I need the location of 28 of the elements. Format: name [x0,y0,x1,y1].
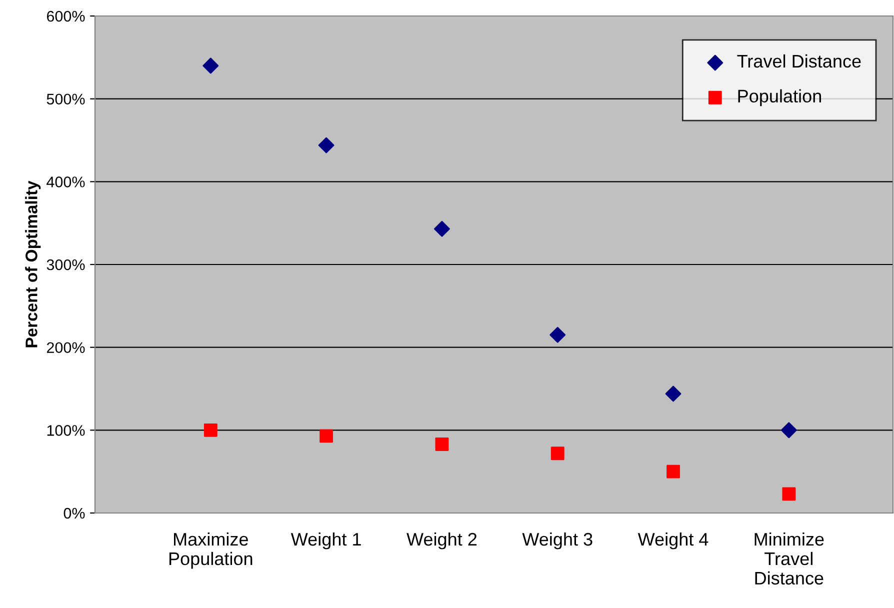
y-tick-label: 400% [46,176,85,188]
legend-label: Population [738,89,821,106]
point [318,137,334,154]
y-tick-label: 100% [47,425,85,436]
y-tick-label: 300% [46,259,85,270]
y-axis-title: Percent of Optimality [25,180,41,348]
point [550,326,566,343]
y-tick-label: 500% [46,94,85,105]
y-tick-label: 200% [46,342,85,354]
point [780,422,797,438]
point [204,423,218,437]
y-tick-label: 0% [64,508,85,519]
x-tick-label: Weight 2 [406,532,477,550]
point [435,438,449,451]
point [782,487,796,501]
x-tick-label: Weight 4 [638,532,708,550]
x-tick-label: Minimize Travel Distance [754,532,824,585]
x-tick-label: Weight 1 [290,532,361,550]
point [666,464,680,478]
x-tick-label: Weight 3 [522,532,592,550]
x-tick-label: Maximize Population [169,532,252,569]
y-tick-label: 600% [46,10,85,22]
point [202,58,219,74]
point [550,446,564,460]
point [665,386,682,402]
point [320,429,334,443]
legend-label: Travel Distance [737,54,861,68]
point [434,220,450,237]
